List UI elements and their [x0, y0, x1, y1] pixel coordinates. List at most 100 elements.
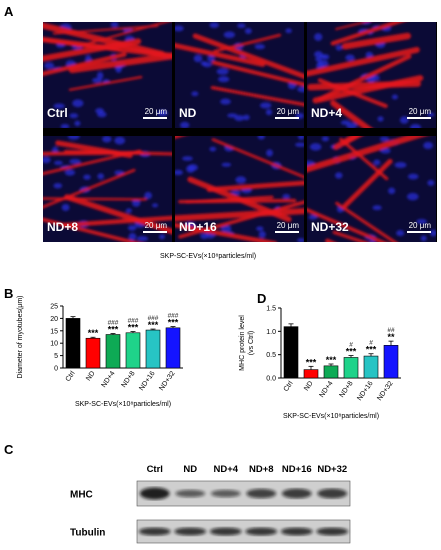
- lane-label: ND+8: [249, 464, 274, 475]
- bar: [105, 334, 121, 369]
- bar: [85, 337, 101, 369]
- significance-stars: ***: [108, 325, 119, 335]
- micrograph-tile: ND+16 20 μm: [175, 136, 304, 242]
- lane-label: ND+4: [213, 464, 238, 475]
- x-tick-label: ND+8: [121, 370, 137, 389]
- diameter-bar-chart: 0 5 10 15 20 25 Diameter of myotubes(μm) Ctrl **…: [17, 296, 183, 408]
- y-tick-label: 25: [50, 304, 58, 311]
- panel-a-letter: A: [4, 4, 14, 19]
- y-tick-label: 10: [50, 341, 58, 348]
- significance-hashes: ###: [128, 318, 139, 325]
- x-tick-label: ND+4: [101, 370, 117, 389]
- significance-stars: ***: [148, 320, 159, 330]
- significance-hashes: #: [369, 340, 373, 347]
- lane-label: ND+32: [317, 464, 347, 475]
- lane-label: ND: [183, 464, 197, 475]
- tubulin-band: [245, 527, 278, 536]
- significance-hashes: ##: [387, 327, 395, 334]
- y-tick-label: 0.5: [266, 352, 276, 359]
- x-tick-label: ND: [303, 380, 315, 392]
- mhc-band: [210, 489, 241, 498]
- y-axis-label: Diameter of myotubes(μm): [17, 296, 24, 379]
- x-tick-label: ND+16: [138, 370, 156, 392]
- bar: [303, 369, 319, 379]
- panel-b-letter: B: [4, 286, 14, 301]
- significance-stars: ***: [346, 347, 357, 357]
- y-tick-label: 1.0: [266, 329, 276, 336]
- fluorescence-image: [175, 136, 304, 242]
- significance-hashes: #: [349, 342, 353, 349]
- mhc-band: [139, 487, 170, 500]
- significance-stars: ***: [168, 318, 179, 328]
- x-tick-label: ND+8: [339, 380, 355, 399]
- tubulin-band: [138, 527, 171, 536]
- bar: [165, 327, 181, 369]
- tile-label: ND+32: [311, 220, 349, 234]
- y-axis-label-line2: (vs Ctrl): [248, 331, 255, 356]
- fluorescence-image: [307, 22, 435, 128]
- x-tick-label: Ctrl: [283, 380, 295, 393]
- micrograph-tile: ND+32 20 μm: [307, 136, 436, 242]
- bar: [283, 326, 299, 379]
- y-tick-label: 15: [50, 328, 58, 335]
- tubulin-band: [280, 527, 313, 536]
- scale-bar: [407, 117, 431, 119]
- panel-c-letter: C: [4, 442, 14, 457]
- scale-bar: [275, 231, 299, 233]
- western-blot: MHC Tubulin Ctrl ND ND+4 ND+8 ND+16 ND+32: [70, 464, 351, 544]
- significance-hashes: ###: [168, 313, 179, 320]
- mhc-protein-bar-chart: 0.0 0.5 1.0 1.5 MHC protein level (vs Ctrl) Ct…: [239, 306, 401, 420]
- scale-bar-label: 20 μm: [408, 221, 431, 230]
- panel-d-letter: D: [257, 291, 267, 306]
- significance-stars: ***: [88, 328, 99, 338]
- x-tick-label: Ctrl: [65, 370, 77, 383]
- blot-strip: [136, 519, 351, 544]
- micrograph-tile: ND+8 20 μm: [43, 136, 172, 242]
- tubulin-band: [209, 527, 242, 536]
- fluorescence-image: [43, 22, 172, 128]
- bar: [65, 318, 81, 369]
- y-tick-label: 20: [50, 316, 58, 323]
- x-axis-label: SKP-SC-EVs(×10⁸particles/ml): [75, 401, 171, 408]
- tubulin-band: [174, 527, 207, 536]
- mhc-band: [175, 489, 206, 498]
- bar: [343, 357, 359, 379]
- scale-bar: [407, 231, 431, 233]
- bar: [323, 365, 339, 379]
- scale-bar-label: 20 μm: [144, 221, 167, 230]
- scale-bar-label: 20 μm: [408, 107, 431, 116]
- scale-bar-label: 20 μm: [276, 107, 299, 116]
- blot-row-label: Tubulin: [70, 528, 105, 539]
- scale-bar: [275, 117, 299, 119]
- lane-label: ND+16: [282, 464, 312, 475]
- bar: [145, 329, 161, 369]
- lane-label: Ctrl: [147, 464, 163, 475]
- significance-hashes: ###: [108, 320, 119, 327]
- x-tick-label: ND+4: [319, 380, 335, 399]
- scale-bar: [143, 117, 167, 119]
- mhc-band: [281, 488, 312, 499]
- x-tick-label: ND+16: [356, 380, 374, 402]
- micrograph-grid: Ctrl 20 μm ND 20 μm ND+4 20 μm ND+8 20 μm ND+16 2…: [43, 22, 437, 242]
- mhc-band: [246, 488, 277, 499]
- significance-hashes: ###: [148, 315, 159, 322]
- tile-label: ND+16: [179, 220, 217, 234]
- x-axis-label: SKP-SC-EVs(×10⁸particles/ml): [283, 413, 379, 420]
- significance-stars: ***: [366, 345, 377, 355]
- bar: [125, 332, 141, 369]
- tubulin-band: [316, 527, 349, 536]
- scale-bar-label: 20 μm: [276, 221, 299, 230]
- fluorescence-image: [175, 22, 304, 128]
- y-tick-label: 1.5: [266, 306, 276, 313]
- y-tick-label: 5: [54, 353, 58, 360]
- significance-stars: ***: [128, 323, 139, 333]
- blot-strip: [136, 480, 351, 507]
- mhc-band: [317, 488, 348, 499]
- y-axis-label: MHC protein level: [239, 315, 246, 371]
- fluorescence-image: [43, 136, 172, 242]
- x-tick-label: ND: [85, 370, 97, 382]
- bar: [363, 355, 379, 379]
- micrograph-tile: Ctrl 20 μm: [43, 22, 172, 128]
- tile-label: ND: [179, 106, 197, 120]
- bar: [383, 345, 399, 379]
